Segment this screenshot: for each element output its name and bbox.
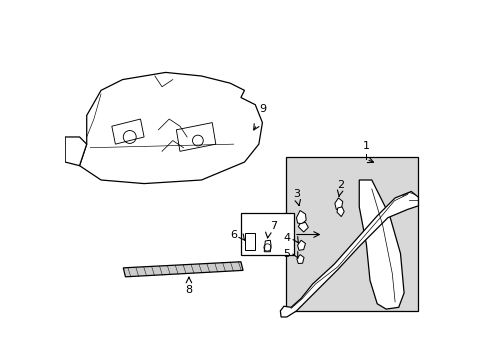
Polygon shape [298,222,308,232]
Polygon shape [112,119,144,144]
Text: 8: 8 [185,285,192,295]
Polygon shape [336,207,344,217]
Polygon shape [297,240,305,250]
Polygon shape [65,137,86,166]
Polygon shape [123,262,243,277]
Polygon shape [280,192,418,317]
Bar [241,213,293,255]
Text: 3: 3 [292,189,299,199]
Polygon shape [264,240,270,252]
Text: 6: 6 [230,230,237,239]
Polygon shape [176,123,215,151]
Bar [244,233,255,250]
Text: 1: 1 [362,141,369,151]
Polygon shape [359,180,403,309]
Text: 9: 9 [258,104,265,114]
Polygon shape [334,198,342,210]
Polygon shape [80,72,262,184]
Polygon shape [296,255,304,264]
Text: 4: 4 [283,233,290,243]
Text: 7: 7 [270,221,277,231]
Text: 5: 5 [283,248,290,258]
Polygon shape [296,211,305,224]
Text: 2: 2 [336,180,344,190]
Bar [285,157,417,311]
